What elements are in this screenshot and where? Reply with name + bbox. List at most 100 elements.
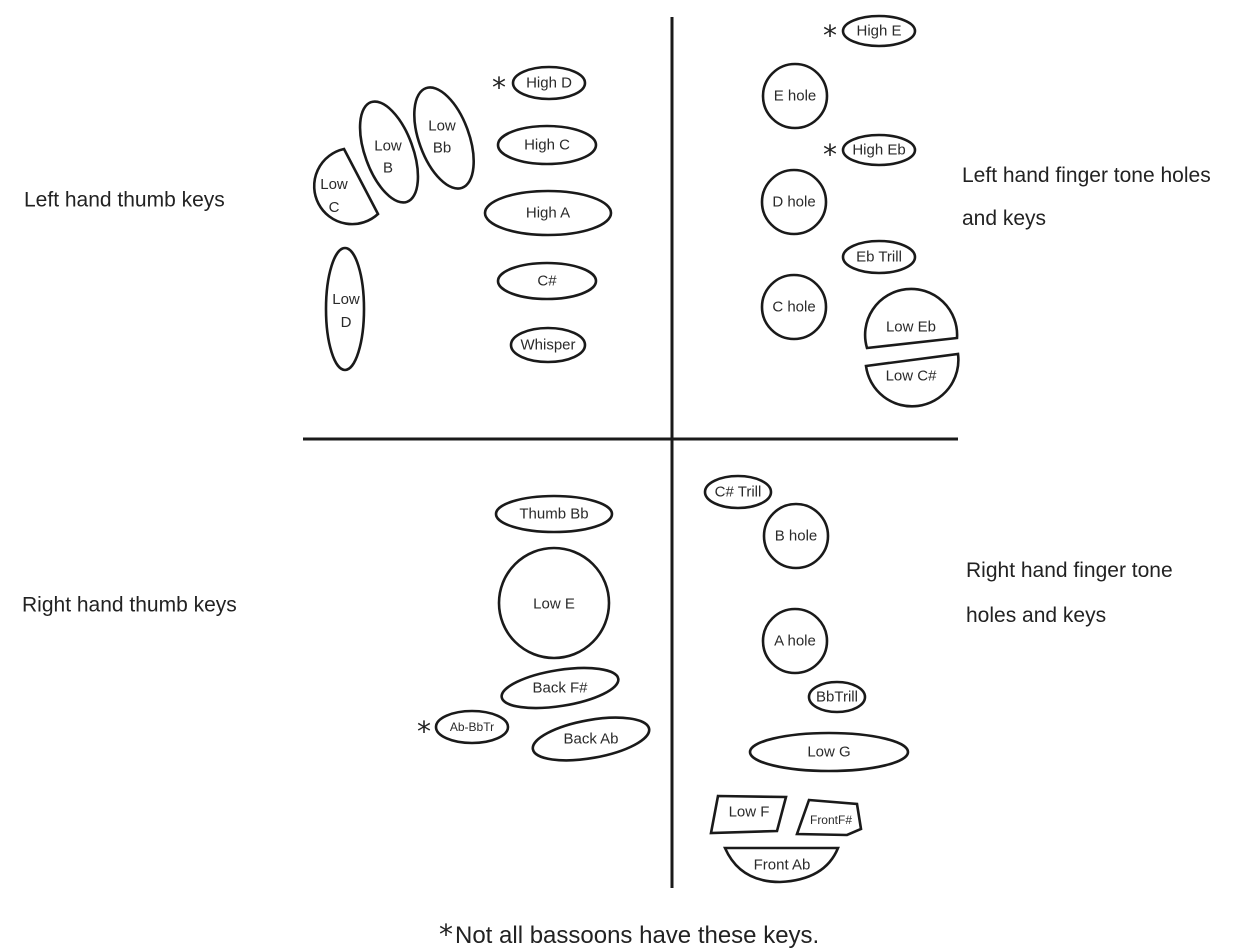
label-line: Right hand finger tone: [966, 559, 1173, 582]
asterisk-high-e: *: [823, 19, 837, 52]
key-whisper: Whisper: [509, 326, 587, 364]
label-line: B hole: [775, 528, 818, 545]
key-low-eb: Low Eb: [863, 287, 959, 350]
label-line: A hole: [774, 633, 816, 650]
svg-text:Thumb Bb: Thumb Bb: [519, 506, 588, 523]
label-line: holes and keys: [966, 604, 1106, 627]
b-hole: B hole: [762, 502, 830, 570]
label-line: High C: [524, 137, 570, 154]
label-line: High A: [526, 205, 570, 222]
key-low-b: Low B: [358, 100, 420, 204]
label-line: Whisper: [520, 337, 575, 354]
svg-text:Ab-BbTr: Ab-BbTr: [450, 720, 494, 734]
label-line: Left hand finger tone holes: [962, 164, 1211, 187]
section-left-finger: Left hand finger tone holes and keys: [962, 164, 1211, 230]
svg-text:Back F#: Back F#: [532, 680, 588, 697]
label-line: Low: [428, 118, 456, 135]
key-back-ab: Back Ab: [531, 716, 651, 762]
key-bb-trill: BbTrill: [807, 680, 867, 714]
svg-text:Low E: Low E: [533, 596, 575, 613]
svg-text:High D: High D: [526, 75, 572, 92]
label-line: High D: [526, 75, 572, 92]
label-line: Bb: [433, 140, 451, 157]
svg-text:High A: High A: [526, 205, 570, 222]
label-line: C: [329, 199, 340, 216]
key-high-c: High C: [496, 124, 598, 166]
footnote-asterisk: *: [439, 918, 453, 950]
key-high-a: High A: [483, 189, 613, 237]
label-line: Left hand thumb keys: [24, 189, 225, 212]
section-right-finger: Right hand finger tone holes and keys: [966, 559, 1173, 627]
section-left-thumb: Left hand thumb keys: [24, 189, 225, 212]
label-line: Low E: [533, 596, 575, 613]
label-line: BbTrill: [816, 689, 858, 706]
key-c-sharp-trill: C# Trill: [703, 474, 773, 510]
label-line: C#: [537, 273, 557, 290]
asterisk-ab-bbtr: *: [417, 715, 431, 748]
svg-text:BbTrill: BbTrill: [816, 689, 858, 706]
key-high-d: High D: [511, 65, 587, 101]
svg-text:Whisper: Whisper: [520, 337, 575, 354]
svg-text:High Eb: High Eb: [852, 142, 905, 159]
label-line: FrontF#: [810, 813, 852, 827]
svg-text:C hole: C hole: [772, 299, 815, 316]
label-line: B: [383, 160, 393, 177]
key-high-e: High E: [841, 14, 917, 48]
svg-text:Front Ab: Front Ab: [754, 857, 811, 874]
label-line: D: [341, 314, 352, 331]
key-front-f-sharp: FrontF#: [795, 798, 863, 837]
a-hole: A hole: [761, 607, 829, 675]
label-line: D hole: [772, 194, 815, 211]
label-line: E hole: [774, 88, 817, 105]
label-line: Back F#: [532, 680, 588, 697]
d-hole: D hole: [760, 168, 828, 236]
svg-text:Low G: Low G: [807, 744, 850, 761]
key-low-c-sharp: Low C#: [864, 352, 960, 408]
label-line: Right hand thumb keys: [22, 594, 237, 617]
label-line: High Eb: [852, 142, 905, 159]
svg-text:High C: High C: [524, 137, 570, 154]
svg-text:Low C#: Low C#: [886, 368, 938, 385]
svg-text:C#: C#: [537, 273, 557, 290]
asterisk-high-eb: *: [823, 138, 837, 171]
key-thumb-bb: Thumb Bb: [494, 494, 614, 534]
key-c-sharp: C#: [496, 261, 598, 301]
label-line: Low F: [729, 804, 770, 821]
svg-text:E hole: E hole: [774, 88, 817, 105]
key-low-d: Low D: [324, 246, 366, 372]
svg-text:C# Trill: C# Trill: [715, 484, 762, 501]
label-line: Low Eb: [886, 319, 936, 336]
svg-text:FrontF#: FrontF#: [810, 813, 852, 827]
svg-text:B hole: B hole: [775, 528, 818, 545]
svg-text:Low Eb: Low Eb: [886, 319, 936, 336]
key-high-eb: High Eb: [841, 133, 917, 167]
svg-text:High E: High E: [856, 23, 901, 40]
label-line: Thumb Bb: [519, 506, 588, 523]
section-right-thumb: Right hand thumb keys: [22, 594, 237, 617]
key-low-g: Low G: [748, 731, 910, 773]
label-line: Eb Trill: [856, 249, 902, 266]
svg-text:Low F: Low F: [729, 804, 770, 821]
label-line: Low G: [807, 744, 850, 761]
asterisk-high-d: *: [492, 71, 506, 104]
svg-text:Eb Trill: Eb Trill: [856, 249, 902, 266]
key-low-e: Low E: [497, 546, 611, 660]
key-back-f-sharp: Back F#: [500, 666, 620, 710]
key-low-c: Low C: [312, 147, 380, 226]
key-low-f: Low F: [709, 794, 788, 835]
key-ab-bbtr: Ab-BbTr: [434, 709, 510, 745]
label-line: Low: [374, 138, 402, 155]
label-line: Back Ab: [563, 731, 618, 748]
key-front-ab: Front Ab: [723, 846, 840, 884]
svg-text:A hole: A hole: [774, 633, 816, 650]
footnote-text: Not all bassoons have these keys.: [455, 922, 819, 949]
label-line: High E: [856, 23, 901, 40]
svg-text:D hole: D hole: [772, 194, 815, 211]
key-eb-trill: Eb Trill: [841, 239, 917, 275]
e-hole: E hole: [761, 62, 829, 130]
